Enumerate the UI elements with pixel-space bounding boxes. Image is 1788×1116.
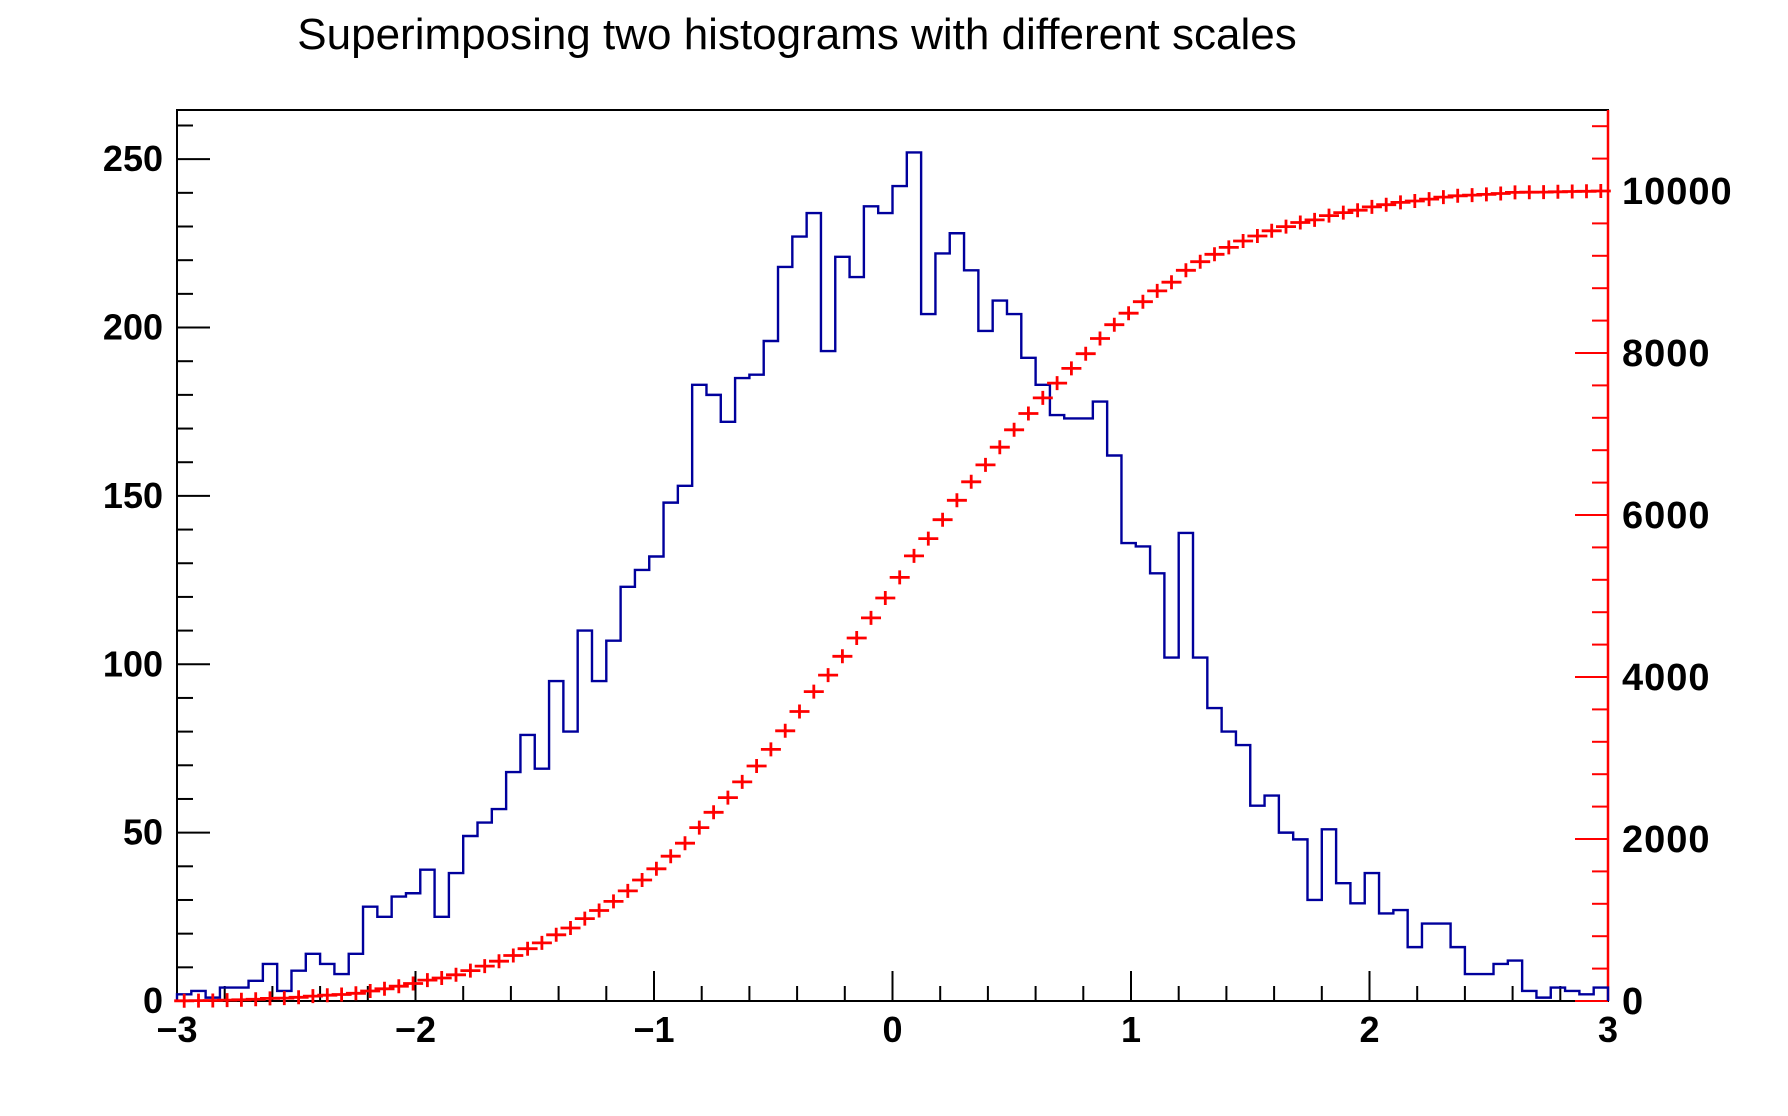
left-tick-label: 150 xyxy=(103,475,163,516)
cumulative-series xyxy=(174,184,1611,1008)
histogram-step-line xyxy=(175,151,1610,1001)
left-y-axis: 0 50 100 150 200 250 xyxy=(103,124,210,1021)
cumulative-plus-markers xyxy=(174,184,1611,1008)
left-tick-label: 100 xyxy=(103,643,163,684)
x-tick-label: −2 xyxy=(395,1009,436,1050)
left-tick-label: 0 xyxy=(143,980,163,1021)
left-tick-label: 200 xyxy=(103,307,163,348)
right-tick-label: 0 xyxy=(1622,981,1644,1023)
left-tick-label: 250 xyxy=(103,138,163,179)
plot-frame xyxy=(176,109,1609,1002)
left-tick-label: 50 xyxy=(123,812,163,853)
frame-border xyxy=(176,109,1609,1002)
histogram-series xyxy=(175,151,1610,1001)
right-y-axis: 0 2000 4000 6000 8000 10000 xyxy=(1575,110,1733,1023)
right-tick-label: 8000 xyxy=(1622,333,1711,375)
x-axis: −3 −2 −1 0 1 2 3 xyxy=(156,971,1618,1050)
right-tick-label: 2000 xyxy=(1622,819,1711,861)
x-tick-label: 2 xyxy=(1359,1009,1379,1050)
x-tick-label: −1 xyxy=(633,1009,674,1050)
right-tick-label: 10000 xyxy=(1622,171,1733,213)
x-tick-label: 0 xyxy=(882,1009,902,1050)
right-tick-label: 4000 xyxy=(1622,657,1711,699)
x-tick-label: 1 xyxy=(1121,1009,1141,1050)
chart-title: Superimposing two histograms with differ… xyxy=(297,10,1297,59)
x-tick-label: 3 xyxy=(1598,1009,1618,1050)
x-tick-label: −3 xyxy=(156,1009,197,1050)
right-tick-label: 6000 xyxy=(1622,495,1711,537)
